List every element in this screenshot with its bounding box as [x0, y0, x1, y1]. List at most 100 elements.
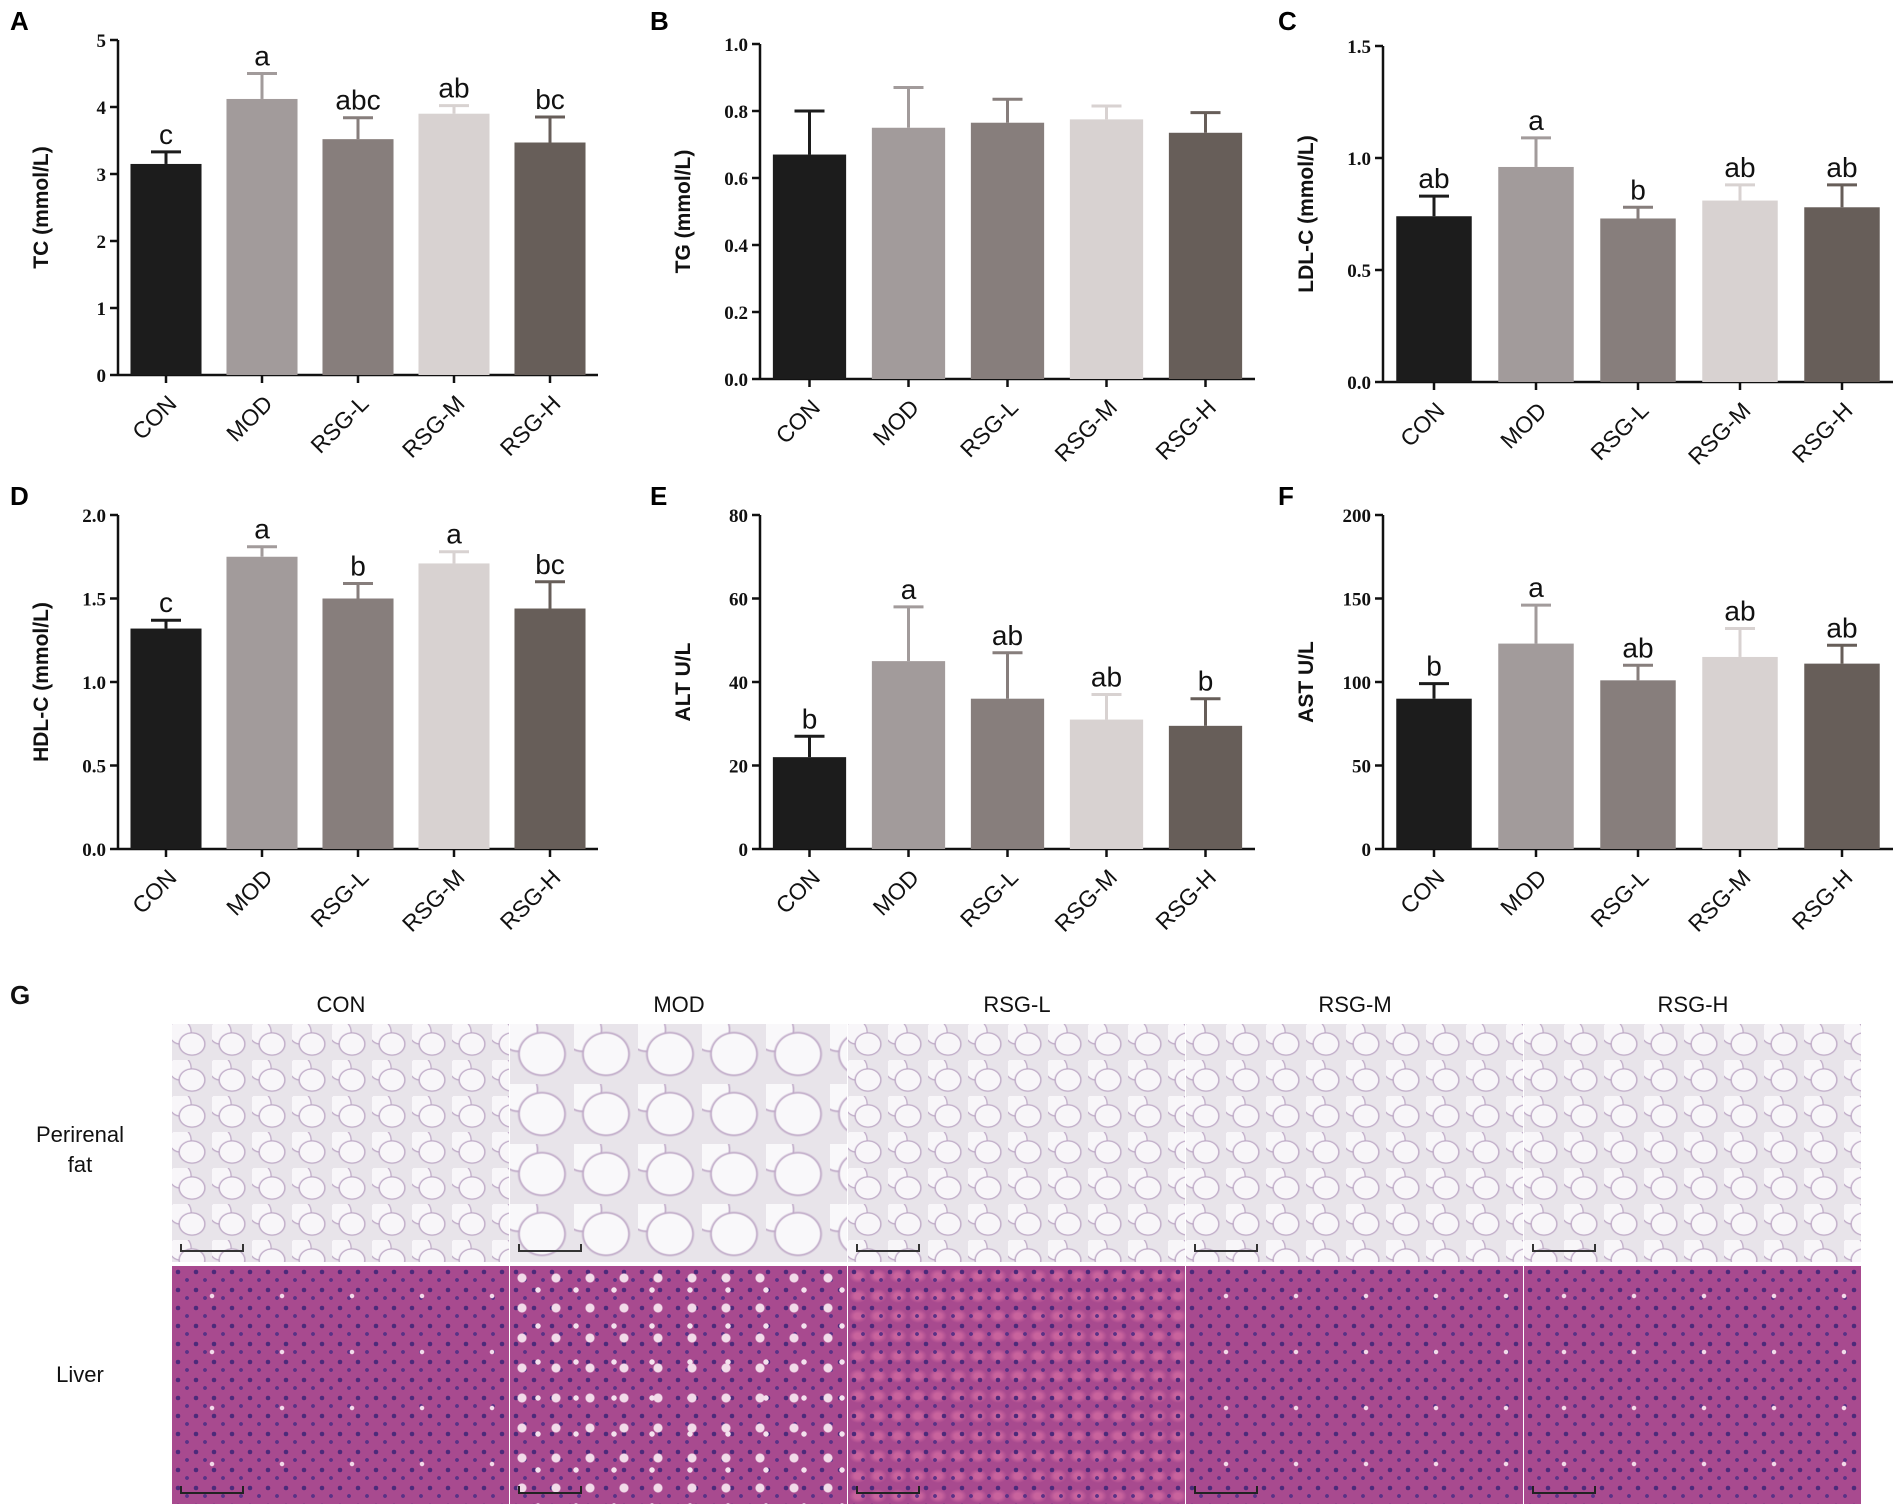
- category-label-c-2: RSG-L: [1585, 397, 1653, 465]
- category-label-b-2: RSG-L: [955, 394, 1023, 462]
- y-tick-label-a: 2: [97, 232, 107, 253]
- micrograph-liver-rsg-l: [848, 1266, 1185, 1504]
- bar-e-0: [772, 757, 847, 849]
- y-tick-label-b: 0.8: [724, 102, 748, 123]
- micrograph-liver-rsg-h: [1524, 1266, 1861, 1504]
- bar-e-4: [1168, 725, 1243, 849]
- y-axis-title-c: LDL-C (mmol/L): [1295, 135, 1318, 292]
- significance-label-a-2: abc: [335, 85, 380, 116]
- category-label-e-3: RSG-M: [1049, 864, 1122, 937]
- micrograph-liver-mod: [510, 1266, 847, 1504]
- y-tick-label-e: 0: [739, 840, 749, 861]
- bar-c-2: [1600, 218, 1676, 382]
- chart-panel-f: F 0 50 100 150 200 AST U/L b CON a MOD ab RSG-L ab RSG…: [1278, 481, 1893, 937]
- significance-label-c-3: ab: [1724, 152, 1755, 183]
- panel-letter-d: D: [10, 481, 29, 511]
- y-axis-title-b: TG (mmol/L): [672, 150, 695, 274]
- category-label-f-2: RSG-L: [1585, 864, 1653, 932]
- significance-label-e-2: ab: [992, 620, 1023, 651]
- significance-label-d-0: c: [159, 587, 173, 618]
- category-label-d-0: CON: [127, 864, 182, 919]
- y-tick-label-c: 1.5: [1347, 37, 1371, 58]
- category-label-c-4: RSG-H: [1787, 397, 1858, 468]
- y-axis-title-d: HDL-C (mmol/L): [30, 602, 53, 762]
- y-tick-label-b: 0.2: [724, 303, 748, 324]
- category-label-d-3: RSG-M: [397, 864, 470, 937]
- bar-b-2: [970, 122, 1045, 379]
- significance-label-f-2: ab: [1622, 632, 1653, 663]
- bar-a-0: [130, 163, 202, 375]
- category-label-a-1: MOD: [221, 390, 277, 446]
- y-tick-label-d: 1.5: [82, 590, 106, 611]
- significance-label-a-1: a: [254, 41, 270, 72]
- y-tick-label-e: 20: [729, 757, 748, 778]
- y-axis-title-e: ALT U/L: [672, 642, 695, 721]
- significance-label-a-0: c: [159, 119, 173, 150]
- significance-label-d-1: a: [254, 514, 270, 545]
- significance-label-c-4: ab: [1826, 152, 1857, 183]
- y-tick-label-a: 5: [97, 31, 107, 52]
- category-label-b-3: RSG-M: [1049, 394, 1122, 467]
- category-label-a-0: CON: [127, 390, 182, 445]
- histology-row-label-liver: Liver: [20, 1360, 140, 1390]
- panel-letter-c: C: [1278, 6, 1297, 36]
- bar-f-1: [1498, 643, 1574, 849]
- micrograph-fat-rsg-l: [848, 1024, 1185, 1262]
- significance-label-f-4: ab: [1826, 612, 1857, 643]
- significance-label-e-3: ab: [1091, 662, 1122, 693]
- significance-label-f-3: ab: [1724, 596, 1755, 627]
- significance-label-c-2: b: [1630, 174, 1646, 205]
- bar-f-3: [1702, 656, 1778, 849]
- histology-column-mod: MOD: [653, 992, 705, 1017]
- y-tick-label-f: 0: [1362, 840, 1372, 861]
- chart-panel-d: D 0.0 0.5 1.0 1.5 2.0 HDL-C (mmol/L) c CON a MOD b R…: [10, 481, 598, 937]
- bar-e-3: [1069, 719, 1144, 849]
- bar-e-2: [970, 698, 1045, 849]
- significance-label-f-0: b: [1426, 651, 1442, 682]
- category-label-e-0: CON: [770, 864, 825, 919]
- y-tick-label-b: 0.0: [724, 370, 748, 391]
- significance-label-f-1: a: [1528, 572, 1544, 603]
- y-tick-label-b: 0.4: [724, 236, 748, 257]
- y-tick-label-a: 3: [97, 165, 107, 186]
- bar-f-0: [1396, 698, 1472, 849]
- bar-f-2: [1600, 680, 1676, 849]
- y-tick-label-c: 1.0: [1347, 149, 1371, 170]
- category-label-b-1: MOD: [868, 394, 924, 450]
- chart-panel-e: E 0 20 40 60 80 ALT U/L b CON a MOD ab RSG-L ab RSG-M b…: [650, 481, 1255, 937]
- significance-label-e-1: a: [901, 574, 917, 605]
- bar-b-3: [1069, 119, 1144, 379]
- category-label-b-0: CON: [770, 394, 825, 449]
- category-label-d-1: MOD: [221, 864, 277, 920]
- category-label-c-0: CON: [1395, 397, 1450, 452]
- significance-label-a-4: bc: [535, 84, 565, 115]
- micrograph-liver-con: [172, 1266, 509, 1504]
- category-label-f-1: MOD: [1495, 864, 1551, 920]
- micrograph-fat-mod: [510, 1024, 847, 1262]
- row-label-liver-line1: Liver: [56, 1362, 104, 1387]
- bar-d-3: [418, 563, 490, 849]
- y-tick-label-e: 80: [729, 506, 748, 527]
- significance-label-d-2: b: [350, 550, 366, 581]
- row-label-fat-line2: fat: [67, 1152, 93, 1177]
- micrograph-fat-rsg-h: [1524, 1024, 1861, 1262]
- panel-letter-g: G: [10, 980, 31, 1010]
- histology-column-con: CON: [316, 992, 366, 1017]
- histology-row-label-fat: Perirenal fat: [20, 1120, 140, 1180]
- significance-label-c-0: ab: [1418, 163, 1449, 194]
- chart-panel-c: C 0.0 0.5 1.0 1.5 LDL-C (mmol/L) ab CON a MOD b RSG…: [1278, 6, 1893, 470]
- bar-a-4: [514, 142, 586, 375]
- bar-a-1: [226, 98, 298, 376]
- y-tick-label-d: 2.0: [82, 506, 106, 527]
- category-label-d-2: RSG-L: [305, 864, 373, 932]
- bar-b-1: [871, 127, 946, 379]
- chart-panel-b: B 0.0 0.2 0.4 0.6 0.8 1.0 TG (mmol/L) CON MOD RSG-…: [650, 6, 1255, 467]
- significance-label-e-4: b: [1198, 666, 1214, 697]
- y-tick-label-a: 0: [97, 366, 107, 387]
- category-label-a-2: RSG-L: [305, 390, 373, 458]
- significance-label-a-3: ab: [438, 73, 469, 104]
- bar-d-4: [514, 608, 586, 849]
- category-label-d-4: RSG-H: [495, 864, 566, 935]
- bar-b-0: [772, 154, 847, 379]
